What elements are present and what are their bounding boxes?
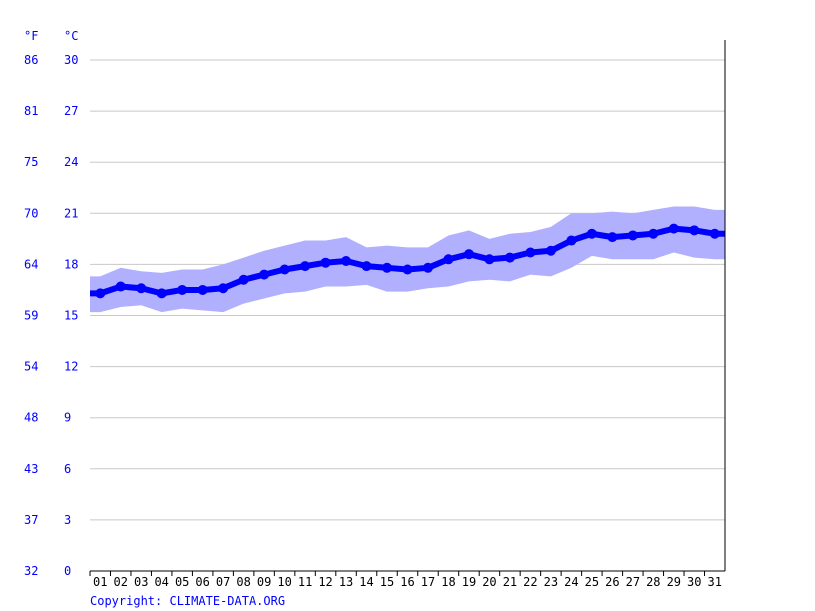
- y-tick-label-c: 3: [64, 513, 71, 527]
- data-point: [300, 261, 311, 272]
- data-point: [177, 284, 188, 295]
- y-tick-label-f: 64: [24, 257, 38, 271]
- y-tick-label-c: 9: [64, 411, 71, 425]
- x-tick-label: 21: [503, 575, 517, 589]
- x-tick-label: 27: [626, 575, 640, 589]
- data-point: [136, 283, 147, 294]
- x-tick-label: 05: [175, 575, 189, 589]
- y-tick-label-f: 37: [24, 513, 38, 527]
- y-tick-label-c: 27: [64, 104, 78, 118]
- data-point: [238, 274, 249, 285]
- x-tick-label: 31: [708, 575, 722, 589]
- x-tick-label: 19: [462, 575, 476, 589]
- data-point: [586, 228, 597, 239]
- x-tick-label: 16: [400, 575, 414, 589]
- x-tick-label: 09: [257, 575, 271, 589]
- data-point: [463, 249, 474, 260]
- x-tick-label: 22: [523, 575, 537, 589]
- y-tick-label-f: 86: [24, 53, 38, 67]
- y-tick-label-f: 59: [24, 309, 38, 323]
- data-point: [668, 223, 679, 234]
- y-tick-label-f: 81: [24, 104, 38, 118]
- data-point: [422, 262, 433, 273]
- y-tick-label-c: 30: [64, 53, 78, 67]
- x-tick-label: 06: [195, 575, 209, 589]
- x-tick-label: 08: [236, 575, 250, 589]
- x-tick-label: 24: [564, 575, 578, 589]
- x-tick-label: 13: [339, 575, 353, 589]
- data-point: [443, 254, 454, 265]
- data-point: [648, 228, 659, 239]
- y-tick-label-f: 48: [24, 411, 38, 425]
- data-point: [504, 252, 515, 263]
- x-tick-label: 11: [298, 575, 312, 589]
- y-tick-label-f: 75: [24, 155, 38, 169]
- data-point: [402, 264, 413, 275]
- y-tick-label-c: 0: [64, 564, 71, 578]
- data-point: [627, 230, 638, 241]
- x-tick-label: 25: [585, 575, 599, 589]
- x-tick-label: 04: [154, 575, 168, 589]
- data-point: [361, 261, 372, 272]
- y-tick-label-c: 12: [64, 360, 78, 374]
- data-point: [156, 288, 167, 299]
- data-point: [95, 288, 106, 299]
- data-point: [341, 255, 352, 266]
- copyright-text: Copyright: CLIMATE-DATA.ORG: [90, 594, 285, 608]
- y-tick-label-c: 15: [64, 309, 78, 323]
- x-tick-label: 17: [421, 575, 435, 589]
- data-point: [607, 232, 618, 243]
- x-tick-label: 28: [646, 575, 660, 589]
- data-point: [382, 262, 393, 273]
- x-tick-label: 02: [113, 575, 127, 589]
- data-point: [545, 245, 556, 256]
- x-tick-label: 07: [216, 575, 230, 589]
- data-point: [218, 283, 229, 294]
- min-max-range-band: [90, 206, 725, 313]
- data-point: [259, 269, 270, 280]
- y-tick-label-c: 6: [64, 462, 71, 476]
- x-tick-label: 18: [441, 575, 455, 589]
- data-point: [115, 281, 126, 292]
- y-tick-label-f: 43: [24, 462, 38, 476]
- data-point: [525, 247, 536, 258]
- x-tick-label: 01: [93, 575, 107, 589]
- y-tick-label-f: 32: [24, 564, 38, 578]
- data-point: [320, 257, 331, 268]
- data-point: [279, 264, 290, 275]
- x-tick-label: 15: [380, 575, 394, 589]
- x-tick-label: 29: [667, 575, 681, 589]
- x-tick-label: 30: [687, 575, 701, 589]
- x-tick-label: 20: [482, 575, 496, 589]
- data-point: [566, 235, 577, 246]
- y-tick-label-f: 70: [24, 206, 38, 220]
- x-tick-label: 23: [544, 575, 558, 589]
- x-tick-label: 14: [359, 575, 373, 589]
- x-tick-label: 12: [318, 575, 332, 589]
- data-point: [197, 284, 208, 295]
- y-tick-label-c: 24: [64, 155, 78, 169]
- data-point: [709, 228, 720, 239]
- data-point: [484, 254, 495, 265]
- x-tick-label: 10: [277, 575, 291, 589]
- y-tick-label-c: 18: [64, 257, 78, 271]
- unit-f-label: °F: [24, 29, 38, 43]
- x-tick-label: 03: [134, 575, 148, 589]
- unit-c-label: °C: [64, 29, 78, 43]
- y-tick-label-f: 54: [24, 360, 38, 374]
- data-point: [689, 225, 700, 236]
- x-tick-label: 26: [605, 575, 619, 589]
- y-tick-label-c: 21: [64, 206, 78, 220]
